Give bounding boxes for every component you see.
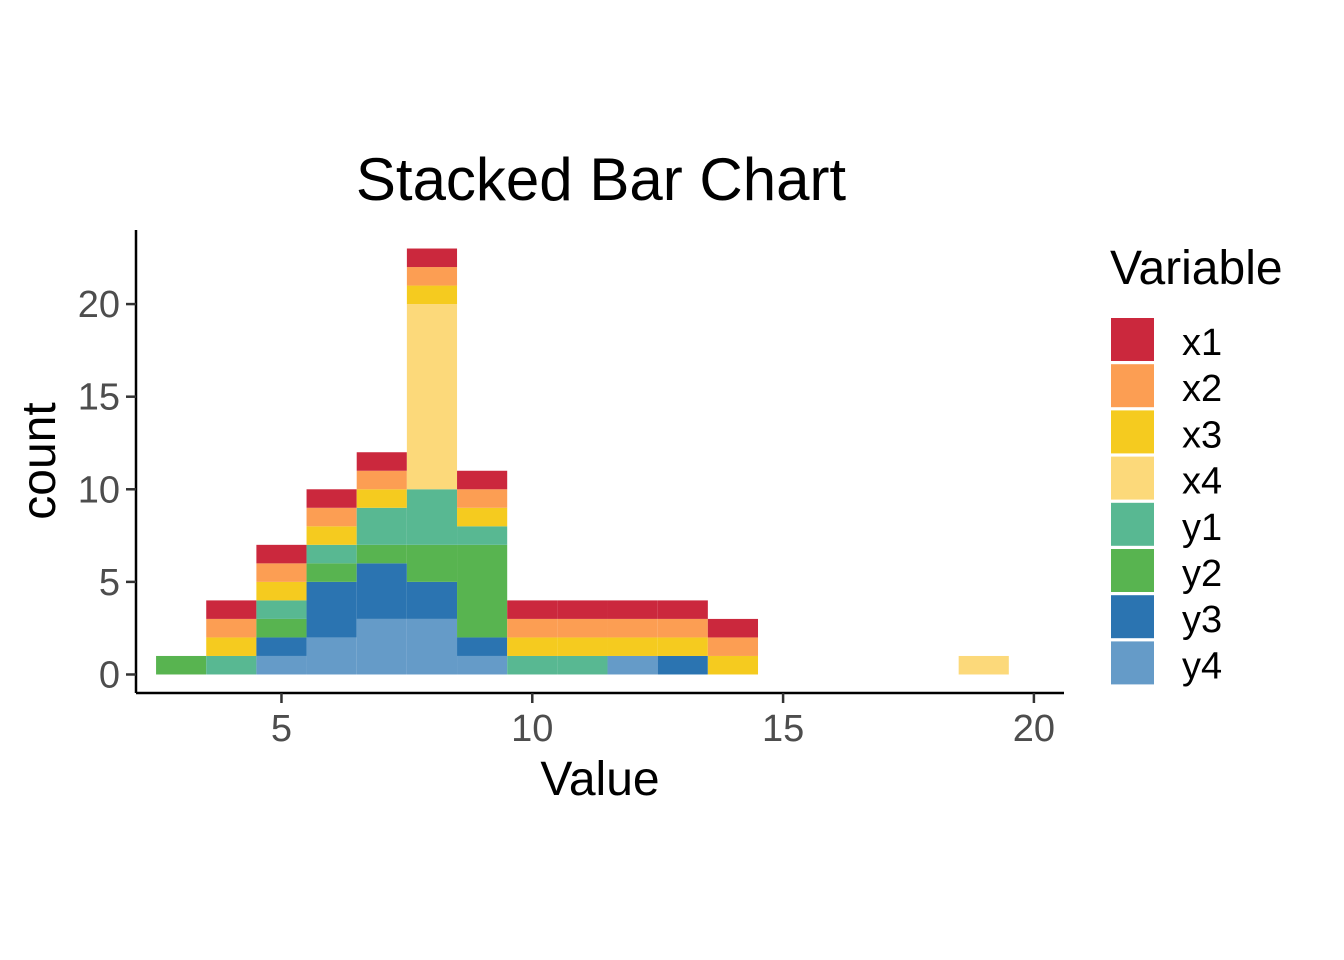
y-axis-title: count <box>13 402 66 519</box>
bar-segment-y1-x10 <box>507 655 558 675</box>
bar-segment-x2-x14 <box>707 637 759 656</box>
bar-segment-y4-x12 <box>607 655 658 675</box>
x-axis-title: Value <box>540 753 659 806</box>
bar-segment-x2-x7 <box>356 470 407 490</box>
bar-segment-x3-x8 <box>406 285 458 305</box>
bar-segment-x2-x9 <box>457 489 508 508</box>
bar-segment-y3-x9 <box>457 637 508 656</box>
bar-segment-x1-x11 <box>557 600 608 619</box>
y-tick-label: 20 <box>78 284 120 326</box>
legend-key-y2 <box>1111 549 1154 592</box>
bar-segment-x1-x9 <box>457 470 508 490</box>
x-tick-label: 20 <box>1013 708 1055 750</box>
bar-segment-x3-x9 <box>457 507 508 527</box>
bar-segment-y2-x3 <box>156 655 207 675</box>
legend-label-x1: x1 <box>1182 322 1222 364</box>
bar-segment-x2-x10 <box>507 618 558 638</box>
bar-segment-y4-x5 <box>256 655 307 675</box>
bar-segment-x2-x12 <box>607 618 658 638</box>
x-ticks-group: 5 10 15 20 <box>271 693 1055 750</box>
bar-segment-y1-x9 <box>457 526 508 545</box>
bar-segment-x3-x7 <box>356 489 407 508</box>
bar-segment-x3-x13 <box>657 637 708 656</box>
legend-title: Variable <box>1110 242 1283 295</box>
bar-segment-y2-x5 <box>256 618 307 638</box>
bar-segment-y1-x4 <box>206 655 257 675</box>
bar-segment-x1-x10 <box>507 600 558 619</box>
bar-segment-y4-x9 <box>457 655 508 675</box>
bar-segment-y1-x8 <box>406 489 458 545</box>
bar-segment-y3-x5 <box>256 637 307 656</box>
chart-title: Stacked Bar Chart <box>356 146 847 213</box>
legend-key-y3 <box>1111 595 1154 639</box>
y-tick-label: 0 <box>99 654 120 696</box>
legend-key-x1 <box>1111 318 1154 361</box>
x-tick-label: 5 <box>271 708 292 750</box>
legend-label-x3: x3 <box>1182 414 1222 456</box>
bar-segment-y4-x8 <box>406 618 458 675</box>
x-tick-label: 10 <box>511 708 553 750</box>
x-tick-label: 15 <box>762 708 804 750</box>
bar-segment-x1-x7 <box>356 452 407 471</box>
y-ticks-group: 0 5 10 15 20 <box>78 284 136 696</box>
bar-segment-x2-x5 <box>256 563 307 582</box>
bar-segment-y2-x8 <box>406 544 458 582</box>
bar-segment-x1-x12 <box>607 600 658 619</box>
legend-label-x2: x2 <box>1182 368 1222 410</box>
bar-segment-x1-x14 <box>707 618 759 638</box>
bar-segment-x1-x4 <box>206 600 257 619</box>
bar-segment-x3-x11 <box>557 637 608 656</box>
legend-label-y3: y3 <box>1182 599 1222 641</box>
bar-segment-y3-x7 <box>356 563 407 619</box>
bar-segment-x2-x8 <box>406 267 458 286</box>
bar-segment-x4-x8 <box>406 304 458 490</box>
bar-segment-y1-x7 <box>356 507 407 545</box>
bar-segment-x3-x12 <box>607 637 658 656</box>
bar-segment-y1-x5 <box>256 600 307 619</box>
bar-segment-x1-x13 <box>657 600 708 619</box>
legend-label-y2: y2 <box>1182 553 1222 595</box>
legend-key-y4 <box>1111 641 1154 685</box>
bar-segment-x1-x6 <box>306 489 357 508</box>
legend-key-y1 <box>1111 502 1154 546</box>
bar-segment-y2-x6 <box>306 563 357 582</box>
legend-key-x3 <box>1111 410 1154 454</box>
bar-segment-x3-x10 <box>507 637 558 656</box>
bar-segment-x2-x6 <box>306 507 357 527</box>
bar-segment-y3-x6 <box>306 581 357 638</box>
bar-segment-y1-x11 <box>557 655 608 675</box>
legend-label-y1: y1 <box>1182 507 1222 549</box>
y-tick-label: 10 <box>78 469 120 511</box>
bar-segment-y4-x7 <box>356 618 407 675</box>
bar-segment-y2-x7 <box>356 544 407 564</box>
bar-segment-x2-x4 <box>206 618 257 638</box>
bar-segment-x2-x11 <box>557 618 608 638</box>
bar-segment-y2-x9 <box>457 544 508 638</box>
bar-segment-x1-x5 <box>256 544 307 564</box>
bar-segment-y3-x13 <box>657 655 708 675</box>
bar-segment-x2-x13 <box>657 618 708 638</box>
bar-segment-y3-x8 <box>406 581 458 619</box>
bar-segment-x3-x4 <box>206 637 257 656</box>
legend-label-y4: y4 <box>1182 645 1222 687</box>
bar-segment-x3-x5 <box>256 581 307 601</box>
bar-segment-x1-x8 <box>406 248 458 268</box>
legend-label-x4: x4 <box>1182 461 1222 503</box>
bar-segment-y4-x6 <box>306 637 357 675</box>
bar-segment-x3-x6 <box>306 526 357 545</box>
legend-key-x4 <box>1111 456 1154 500</box>
y-tick-label: 5 <box>99 562 120 604</box>
bar-segment-y1-x6 <box>306 544 357 564</box>
y-tick-label: 15 <box>78 377 120 419</box>
legend-key-x2 <box>1111 364 1154 408</box>
bar-segment-x4-x19 <box>958 655 1009 675</box>
bar-segment-x3-x14 <box>707 655 759 675</box>
bars-group <box>156 248 1009 675</box>
